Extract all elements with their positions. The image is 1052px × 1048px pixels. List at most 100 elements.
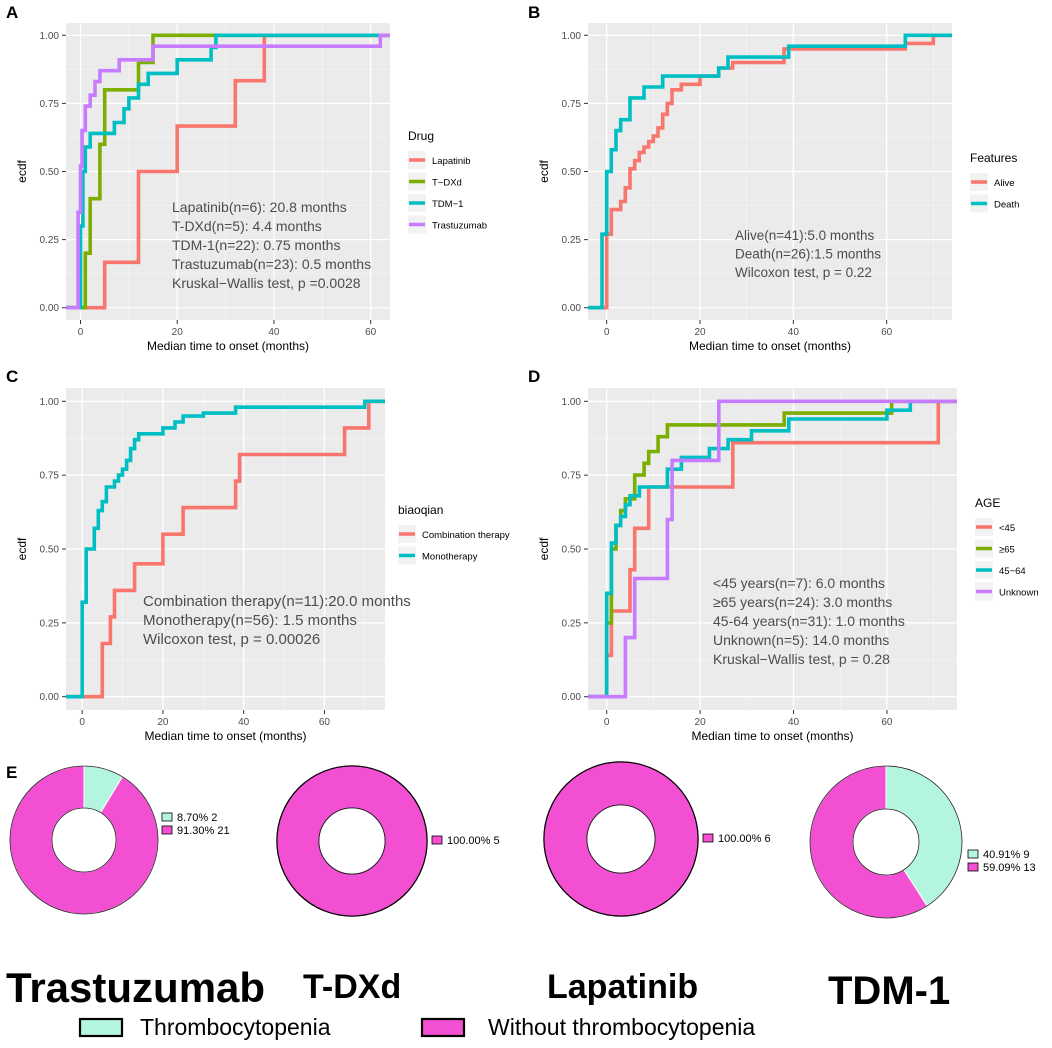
legend-label: TDM−1 — [432, 199, 463, 210]
legend-label: T−DXd — [432, 178, 462, 189]
x-axis-title: Median time to onset (months) — [691, 729, 853, 743]
panel-c: C 0.00 0.25 0.50 0.75 1.00 0 20 40 60 Median time … — [6, 367, 510, 743]
panel-e: E 8.70% 291.30% 21 Trastuzumab 100.00% 5 T-D… — [6, 761, 1036, 1040]
donut-tdm-1: 40.91% 959.09% 13 TDM-1 — [809, 765, 1036, 1013]
annotation-text: Monotherapy(n=56): 1.5 months — [143, 612, 357, 629]
y-axis: 0.00 0.25 0.50 0.75 1.00 — [562, 397, 588, 703]
x-tick-label: 60 — [881, 327, 893, 338]
annotation-text: <45 years(n=7): 6.0 months — [713, 575, 885, 591]
legend-label: Combination therapy — [422, 530, 510, 541]
y-axis: 0.00 0.25 0.50 0.75 1.00 — [40, 397, 66, 703]
slice-label-key — [967, 849, 979, 859]
y-tick-label: 0.25 — [40, 235, 60, 246]
slice-label-key — [161, 825, 173, 835]
legend-label: Thrombocytopenia — [140, 1014, 331, 1040]
donut-outline — [9, 765, 159, 915]
annotation-text: Kruskal−Wallis test, p = 0.28 — [713, 651, 890, 667]
slice-label: 59.09% 13 — [983, 862, 1036, 874]
legend-label: Monotherapy — [422, 552, 478, 563]
annotation-text: Trastuzumab(n=23): 0.5 months — [172, 256, 371, 272]
x-tick-label: 0 — [78, 327, 84, 338]
panel-label: E — [6, 763, 17, 782]
legend: biaoqian Combination therapy Monotherapy — [398, 503, 510, 565]
x-tick-label: 40 — [268, 327, 280, 338]
x-tick-label: 0 — [604, 717, 610, 728]
annotation-text: Kruskal−Wallis test, p =0.0028 — [172, 275, 361, 291]
series-line-45-64 — [588, 399, 957, 699]
y-tick-label: 0.75 — [40, 471, 60, 482]
x-tick-label: 20 — [694, 327, 706, 338]
x-tick-label: 0 — [604, 327, 610, 338]
slice-label: 8.70% 2 — [177, 812, 217, 824]
donut-title: Trastuzumab — [6, 964, 265, 1011]
y-tick-label: 0.50 — [40, 545, 60, 556]
x-axis-title: Median time to onset (months) — [147, 339, 309, 353]
panel-a: A 0.00 0.25 0.50 0.75 1.00 0 20 40 60 Median time … — [6, 3, 487, 353]
legend-title: biaoqian — [398, 503, 443, 517]
y-tick-label: 0.00 — [562, 692, 582, 703]
legend-swatch — [78, 1017, 124, 1038]
series-line--45 — [588, 399, 957, 699]
donut-lapatinib: 100.00% 6 Lapatinib — [543, 761, 771, 1006]
annotation-text: Wilcoxon test, p = 0.00026 — [143, 631, 320, 648]
x-tick-label: 20 — [695, 717, 707, 728]
slice-label: 91.30% 21 — [177, 825, 230, 837]
y-axis-title: ecdf — [537, 537, 551, 560]
legend-label: ≥65 — [999, 545, 1015, 556]
legend-label: Lapatinib — [432, 156, 471, 167]
series-line-death — [588, 33, 952, 310]
series-line-alive — [588, 33, 952, 310]
donut-slice — [277, 766, 427, 916]
slice-label-key — [967, 862, 979, 872]
y-tick-label: 0.00 — [562, 303, 582, 314]
legend-label: Death — [994, 200, 1019, 211]
annotation-text: Combination therapy(n=11):20.0 months — [143, 593, 411, 610]
y-tick-label: 0.75 — [562, 99, 582, 110]
panel-e-legend: Thrombocytopenia Without thrombocytopenia — [78, 1014, 755, 1040]
donut-hole — [586, 804, 656, 874]
slice-label: 100.00% 6 — [718, 833, 771, 845]
slice-label: 100.00% 5 — [447, 835, 500, 847]
series-lines — [588, 399, 957, 699]
legend-title: AGE — [975, 496, 1000, 510]
y-tick-label: 0.25 — [562, 618, 582, 629]
annotations: Combination therapy(n=11):20.0 months Mon… — [143, 593, 411, 648]
y-axis: 0.00 0.25 0.50 0.75 1.00 — [562, 31, 588, 314]
annotation-text: TDM-1(n=22): 0.75 months — [172, 237, 340, 253]
x-tick-label: 40 — [788, 327, 800, 338]
y-tick-label: 1.00 — [40, 397, 60, 408]
legend: AGE <45 ≥65 45−64 Unknown — [975, 496, 1039, 601]
panel-label: A — [6, 3, 18, 22]
legend-label: Trastuzumab — [432, 221, 487, 232]
legend-label: Alive — [994, 178, 1015, 189]
annotations: Lapatinib(n=6): 20.8 months T-DXd(n=5): 4… — [172, 199, 371, 291]
y-tick-label: 0.50 — [562, 167, 582, 178]
y-tick-label: 1.00 — [562, 397, 582, 408]
annotation-text: Lapatinib(n=6): 20.8 months — [172, 199, 347, 215]
legend-label: <45 — [999, 523, 1015, 534]
x-tick-label: 40 — [788, 717, 800, 728]
y-tick-label: 1.00 — [562, 31, 582, 42]
series-line-lapatinib — [66, 33, 390, 310]
y-tick-label: 0.50 — [40, 167, 60, 178]
annotations: Alive(n=41):5.0 months Death(n=26):1.5 mo… — [735, 228, 881, 280]
slice-label-key — [702, 833, 714, 843]
panel-label: B — [528, 3, 540, 22]
x-axis-title: Median time to onset (months) — [689, 339, 851, 353]
y-axis-title: ecdf — [537, 159, 551, 182]
donut-outline — [809, 765, 963, 919]
panel-d: D 0.00 0.25 0.50 0.75 1.00 0 20 40 60 Median time … — [528, 367, 1039, 743]
donut-title: Lapatinib — [547, 968, 698, 1006]
series-lines — [66, 33, 390, 310]
y-tick-label: 0.25 — [40, 618, 60, 629]
y-axis: 0.00 0.25 0.50 0.75 1.00 — [40, 31, 66, 314]
series-lines — [66, 399, 385, 699]
donut-trastuzumab: 8.70% 291.30% 21 Trastuzumab — [6, 765, 265, 1011]
panel-label: D — [528, 367, 540, 386]
panel-label: C — [6, 367, 18, 386]
annotation-text: Alive(n=41):5.0 months — [735, 228, 874, 243]
y-tick-label: 0.25 — [562, 235, 582, 246]
x-tick-label: 20 — [157, 717, 169, 728]
annotation-text: T-DXd(n=5): 4.4 months — [172, 218, 322, 234]
